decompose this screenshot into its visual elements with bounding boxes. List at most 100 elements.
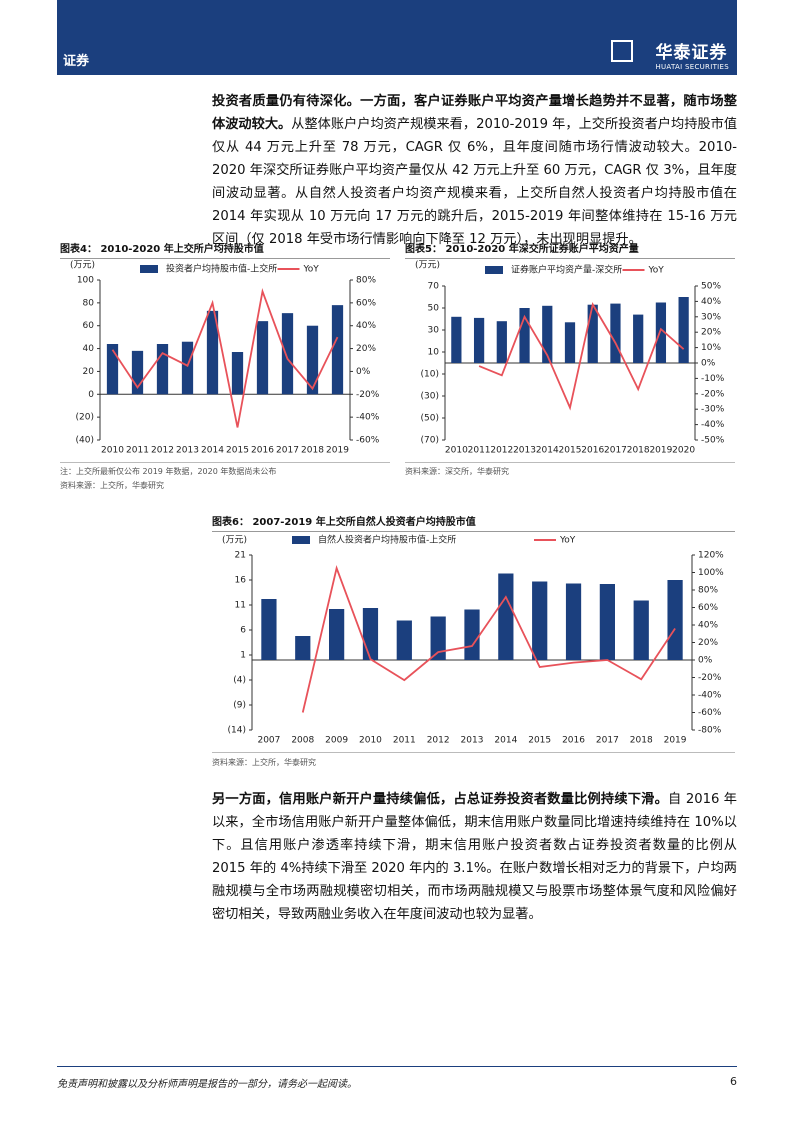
bar — [430, 616, 446, 660]
y-tick-label: (20) — [76, 413, 94, 423]
y-tick-label: (9) — [233, 701, 246, 711]
x-tick-label: 2011 — [393, 736, 416, 746]
line — [478, 302, 685, 411]
chart: (万元)(14)(9)(4)16111621-80%-60%-40%-20%0%… — [222, 534, 724, 746]
chart-source: 资料来源：深交所，华泰研究 — [405, 467, 509, 476]
bar — [542, 305, 553, 363]
rule — [60, 462, 390, 463]
bar — [678, 297, 689, 363]
y-tick-label: 0 — [88, 390, 94, 400]
bar — [396, 620, 412, 660]
bar — [106, 344, 119, 395]
x-tick-label: 2013 — [513, 446, 536, 456]
y2-tick-label: 60% — [356, 298, 376, 308]
bar — [633, 314, 644, 363]
y-tick-label: 80 — [83, 298, 95, 308]
legend-label: YoY — [648, 266, 665, 276]
y2-tick-label: -60% — [698, 708, 722, 718]
x-tick-label: 2014 — [494, 736, 517, 746]
y2-tick-label: 10% — [701, 343, 721, 353]
y-tick-label: (10) — [421, 370, 439, 380]
y2-tick-label: 20% — [356, 344, 376, 354]
lead: 另一方面，信用账户新开户量持续偏低，占总证券投资者数量比例持续下滑。 — [212, 792, 668, 807]
bar — [295, 636, 311, 660]
logo-en: HUATAI SECURITIES — [655, 63, 729, 71]
bar — [565, 583, 582, 660]
y2-tick-label: -20% — [701, 389, 725, 399]
body-text: 从整体账户户均资产规模来看，2010-2019 年，上交所投资者户均持股市值仅从… — [212, 117, 738, 247]
unit-label: (万元) — [70, 261, 95, 271]
y2-tick-label: 40% — [701, 297, 721, 307]
x-tick-label: 2010 — [359, 736, 382, 746]
bar — [473, 317, 485, 363]
bar — [306, 325, 319, 395]
y2-tick-label: 50% — [701, 282, 721, 292]
chart-note: 注：上交所最新仅公布 2019 年数据，2020 年数据尚未公布 — [60, 467, 277, 476]
y2-tick-label: 60% — [698, 603, 718, 613]
y-tick-label: 30 — [428, 326, 440, 336]
logo: 华泰证券 HUATAI SECURITIES — [655, 38, 729, 71]
x-tick-label: 2019 — [649, 446, 672, 456]
bar — [206, 310, 219, 395]
y2-tick-label: -40% — [698, 691, 722, 701]
section-label: 证券 — [63, 54, 90, 69]
x-tick-label: 2010 — [445, 446, 468, 456]
x-tick-label: 2019 — [326, 446, 349, 456]
x-tick-label: 2013 — [461, 736, 484, 746]
legend-swatch — [140, 265, 158, 273]
line — [301, 565, 676, 713]
x-tick-label: 2014 — [536, 446, 559, 456]
bar — [564, 322, 576, 363]
y2-tick-label: 80% — [356, 276, 376, 286]
bar — [331, 305, 344, 395]
x-tick-label: 2012 — [427, 736, 450, 746]
y2-tick-label: -60% — [356, 436, 380, 446]
line — [111, 288, 339, 428]
y2-tick-label: 20% — [701, 328, 721, 338]
bar — [231, 352, 244, 395]
bar — [261, 599, 277, 660]
y2-tick-label: 40% — [698, 621, 718, 631]
x-tick-label: 2019 — [664, 736, 687, 746]
bar — [587, 304, 598, 363]
bar — [610, 303, 621, 363]
y2-tick-label: -50% — [701, 436, 725, 446]
y-tick-label: 20 — [83, 367, 95, 377]
x-tick-label: 2009 — [325, 736, 348, 746]
chart-title: 图表5： 2010-2020 年深交所证券账户平均资产量 — [405, 240, 735, 259]
y-tick-label: (4) — [233, 676, 246, 686]
x-tick-label: 2010 — [101, 446, 124, 456]
body-text: 自 2016 年以来，全市场信用账户新开户量整体偏低，期末信用账户数量同比增速持… — [212, 792, 737, 922]
y2-tick-label: 0% — [698, 656, 713, 666]
x-tick-label: 2020 — [672, 446, 695, 456]
legend-label: YoY — [303, 265, 320, 275]
bar — [519, 308, 530, 363]
lead: 投资者质量仍有待深化。一方面，客户证券账户平均资产量增长趋势并不显著，随市场整体… — [212, 94, 737, 132]
unit-label: (万元) — [222, 536, 247, 546]
y-tick-label: (50) — [421, 414, 439, 424]
x-tick-label: 2012 — [151, 446, 174, 456]
x-tick-label: 2018 — [627, 446, 650, 456]
y2-tick-label: 40% — [356, 321, 376, 331]
bar — [498, 573, 514, 660]
bar — [329, 609, 345, 660]
legend-label: 证券账户平均资产量-深交所 — [511, 264, 622, 276]
x-tick-label: 2017 — [604, 446, 627, 456]
y-tick-label: (30) — [421, 392, 439, 402]
x-tick-label: 2008 — [291, 736, 314, 746]
legend-label: 自然人投资者户均持股市值-上交所 — [318, 534, 456, 546]
bar — [633, 600, 649, 660]
y2-tick-label: -30% — [701, 405, 725, 415]
y-tick-label: (70) — [421, 436, 439, 446]
y-tick-label: 10 — [428, 348, 440, 358]
footer: 免责声明和披露以及分析师声明是报告的一部分，请务必一起阅读。 6 — [57, 1066, 737, 1090]
x-tick-label: 2017 — [276, 446, 299, 456]
chart-title: 图表4： 2010-2020 年上交所户均持股市值 — [60, 240, 390, 259]
y2-tick-label: -20% — [356, 390, 380, 400]
legend-label: YoY — [559, 536, 576, 546]
paragraph: 投资者质量仍有待深化。一方面，客户证券账户平均资产量增长趋势并不显著，随市场整体… — [212, 90, 737, 251]
x-tick-label: 2016 — [562, 736, 585, 746]
chart: (万元) (40) (20) 0 20 40 60 80 100 -60% -40% -20% 0% 20… — [70, 261, 380, 456]
x-tick-label: 2014 — [201, 446, 224, 456]
bar — [256, 321, 269, 395]
